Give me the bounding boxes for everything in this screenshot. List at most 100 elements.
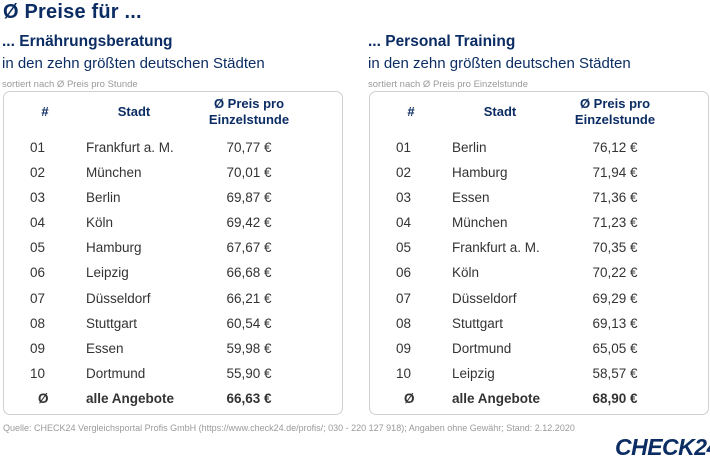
sort-note: sortiert nach Ø Preis pro Einzelstunde <box>368 79 528 90</box>
rank-cell: 09 <box>396 340 412 356</box>
rank-cell: 04 <box>30 215 46 231</box>
rank-cell: 07 <box>396 290 412 306</box>
rank-cell: 06 <box>396 265 412 281</box>
price-cell: 69,42 € <box>226 215 272 231</box>
rank-cell: 02 <box>30 165 46 181</box>
table-body: 01 Berlin 76,12 € 02 Hamburg 71,94 € 03 Essen 71… <box>370 135 708 411</box>
rank-cell: Ø <box>38 390 49 406</box>
price-cell: 71,94 € <box>592 165 638 181</box>
city-cell: Düsseldorf <box>86 290 151 306</box>
section-subtitle: in den zehn größten deutschen Städten <box>368 55 631 72</box>
rank-cell: 01 <box>396 140 412 155</box>
price-cell: 69,87 € <box>226 190 272 206</box>
city-cell: München <box>452 215 508 231</box>
table-header: # Stadt Ø Preis pro Einzelstunde <box>4 92 342 132</box>
table-row: 10 Dortmund 55,90 € <box>4 361 342 386</box>
check24-logo: CHECK24 <box>615 434 710 460</box>
training-section: ... Personal Training in den zehn größte… <box>368 32 710 91</box>
price-cell: 66,68 € <box>226 265 272 281</box>
table-row: 06 Leipzig 66,68 € <box>4 260 342 285</box>
price-cell: 70,22 € <box>592 265 638 281</box>
header-num: # <box>407 104 415 119</box>
header-price-line1: Ø Preis pro <box>213 96 285 111</box>
city-cell: Düsseldorf <box>452 290 517 306</box>
rank-cell: 08 <box>30 315 46 331</box>
city-cell: Dortmund <box>86 365 146 381</box>
city-cell: Berlin <box>452 140 487 155</box>
header-num: # <box>41 104 49 119</box>
price-cell: 58,57 € <box>592 365 638 381</box>
header-price-line2: Einzelstunde <box>208 112 290 127</box>
city-cell: Dortmund <box>452 340 512 356</box>
table-row: 07 Düsseldorf 69,29 € <box>370 286 708 311</box>
table-row: 08 Stuttgart 60,54 € <box>4 311 342 336</box>
table-row: 08 Stuttgart 69,13 € <box>370 311 708 336</box>
city-cell: Stuttgart <box>86 315 138 331</box>
price-cell: 70,77 € <box>226 140 272 155</box>
city-cell: Köln <box>86 215 114 231</box>
city-cell: Leipzig <box>86 265 129 281</box>
section-title: ... Personal Training <box>368 33 516 50</box>
header-price: Ø Preis pro Einzelstunde <box>189 96 309 128</box>
city-cell: Stuttgart <box>452 315 504 331</box>
rank-cell: 07 <box>30 290 46 306</box>
header-price-line2: Einzelstunde <box>574 112 656 127</box>
price-cell: 55,90 € <box>226 365 272 381</box>
price-cell: 65,05 € <box>592 340 638 356</box>
table-row: 01 Berlin 76,12 € <box>370 135 708 160</box>
table-row: 06 Köln 70,22 € <box>370 260 708 285</box>
section-subtitle: in den zehn größten deutschen Städten <box>2 55 265 72</box>
header-price: Ø Preis pro Einzelstunde <box>555 96 675 128</box>
table-row: 02 Hamburg 71,94 € <box>370 160 708 185</box>
rank-cell: 08 <box>396 315 412 331</box>
price-cell: 71,23 € <box>592 215 638 231</box>
section-title: ... Ernährungsberatung <box>2 33 173 50</box>
table-row: 01 Frankfurt a. M. 70,77 € <box>4 135 342 160</box>
price-cell: 71,36 € <box>592 190 638 206</box>
city-cell: Frankfurt a. M. <box>452 240 540 256</box>
nutrition-table: # Stadt Ø Preis pro Einzelstunde 01 Frank… <box>3 91 343 415</box>
city-cell: Leipzig <box>452 365 495 381</box>
rank-cell: 09 <box>30 340 46 356</box>
rank-cell: 05 <box>30 240 46 256</box>
rank-cell: 10 <box>30 365 46 381</box>
training-table: # Stadt Ø Preis pro Einzelstunde 01 Berli… <box>369 91 709 415</box>
city-cell: Hamburg <box>86 240 142 256</box>
table-row: 07 Düsseldorf 66,21 € <box>4 286 342 311</box>
table-row: 02 München 70,01 € <box>4 160 342 185</box>
city-cell: Essen <box>452 190 490 206</box>
table-row: 03 Berlin 69,87 € <box>4 185 342 210</box>
price-cell: 67,67 € <box>226 240 272 256</box>
rank-cell: 04 <box>396 215 412 231</box>
table-row: 05 Hamburg 67,67 € <box>4 235 342 260</box>
source-note: Quelle: CHECK24 Vergleichsportal Profis … <box>3 423 575 433</box>
price-cell: 66,63 € <box>226 390 272 406</box>
rank-cell: 06 <box>30 265 46 281</box>
price-cell: 76,12 € <box>592 140 638 155</box>
price-cell: 66,21 € <box>226 290 272 306</box>
table-row: 04 Köln 69,42 € <box>4 210 342 235</box>
city-cell: Köln <box>452 265 480 281</box>
rank-cell: 03 <box>396 190 412 206</box>
table-row: 03 Essen 71,36 € <box>370 185 708 210</box>
table-row: 09 Essen 59,98 € <box>4 336 342 361</box>
city-cell: alle Angebote <box>452 390 541 406</box>
rank-cell: 02 <box>396 165 412 181</box>
header-price-line1: Ø Preis pro <box>579 96 651 111</box>
city-cell: München <box>86 165 142 181</box>
city-cell: alle Angebote <box>86 390 175 406</box>
nutrition-section: ... Ernährungsberatung in den zehn größt… <box>2 32 347 91</box>
table-header: # Stadt Ø Preis pro Einzelstunde <box>370 92 708 132</box>
table-row: 04 München 71,23 € <box>370 210 708 235</box>
price-cell: 60,54 € <box>226 315 272 331</box>
price-cell: 69,29 € <box>592 290 638 306</box>
sort-note: sortiert nach Ø Preis pro Stunde <box>2 79 138 90</box>
city-cell: Frankfurt a. M. <box>86 140 174 155</box>
price-cell: 69,13 € <box>592 315 638 331</box>
rank-cell: 05 <box>396 240 412 256</box>
header-city: Stadt <box>483 104 517 119</box>
page-title: Ø Preise für ... <box>3 1 142 23</box>
table-row: 10 Leipzig 58,57 € <box>370 361 708 386</box>
